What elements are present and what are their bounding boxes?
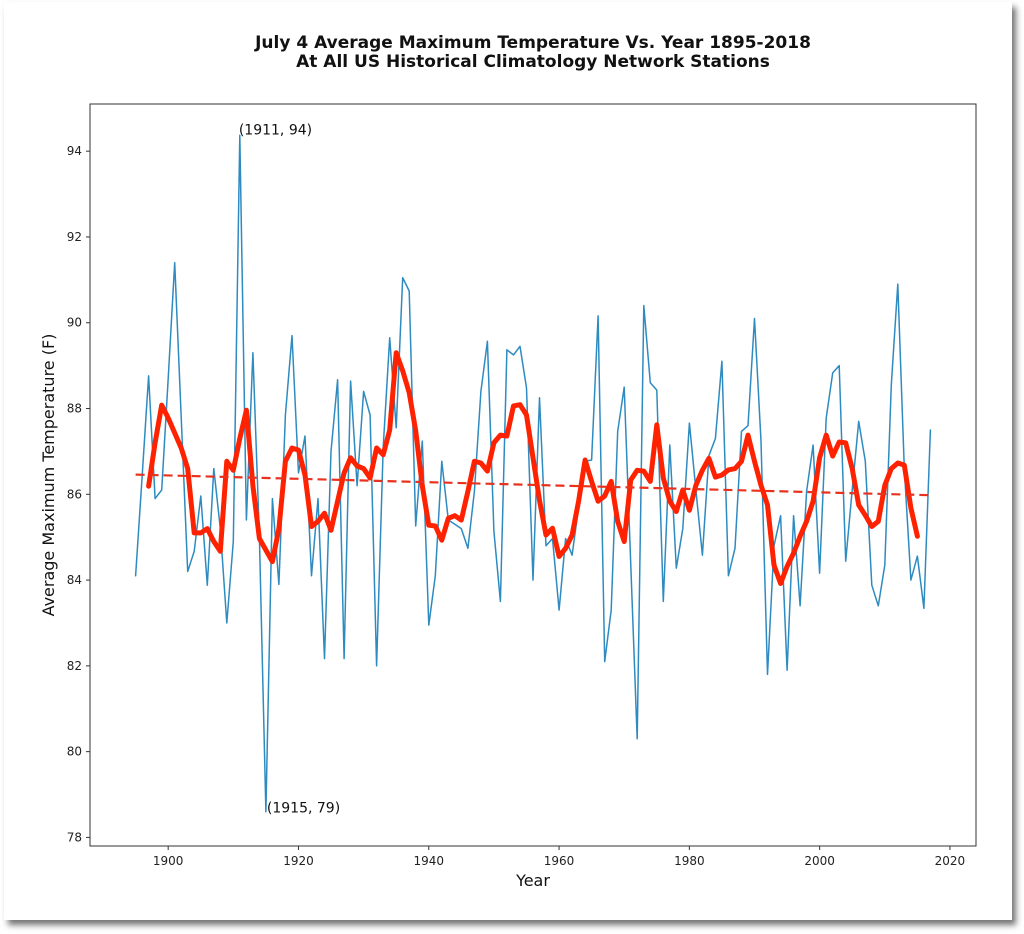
x-tick-label: 2020 [935,854,966,868]
y-tick-label: 88 [67,402,82,416]
y-tick-label: 78 [67,830,82,844]
chart-subtitle: At All US Historical Climatology Network… [296,52,770,72]
x-axis-label: Year [515,871,550,890]
x-tick-label: 1940 [413,854,444,868]
series-line-annual [134,134,932,813]
series-line-running-mean [146,350,920,586]
y-tick-label: 86 [67,487,82,501]
y-tick-label: 82 [67,659,82,673]
axes-frame [89,103,977,847]
y-axis: 78 80 82 84 86 88 90 92 94 [67,144,90,844]
y-tick-label: 94 [67,144,82,158]
y-tick-label: 80 [67,745,82,759]
chart-title: July 4 Average Maximum Temperature Vs. Y… [254,33,811,53]
x-tick-label: 2000 [804,854,835,868]
y-tick-label: 84 [67,573,82,587]
y-tick-label: 90 [67,316,82,330]
y-axis-label: Average Maximum Temperature (F) [39,334,58,617]
x-axis: 1900 1920 1940 1960 1980 2000 2020 [153,846,965,868]
y-tick-label: 92 [67,230,82,244]
x-tick-label: 1980 [674,854,705,868]
x-tick-label: 1920 [283,854,314,868]
annotation-max: (1911, 94) [239,122,312,138]
annotation-min: (1915, 79) [267,801,340,817]
x-tick-label: 1900 [153,854,184,868]
x-tick-label: 1960 [544,854,575,868]
trend-line [135,473,931,497]
series-layer [134,134,932,813]
